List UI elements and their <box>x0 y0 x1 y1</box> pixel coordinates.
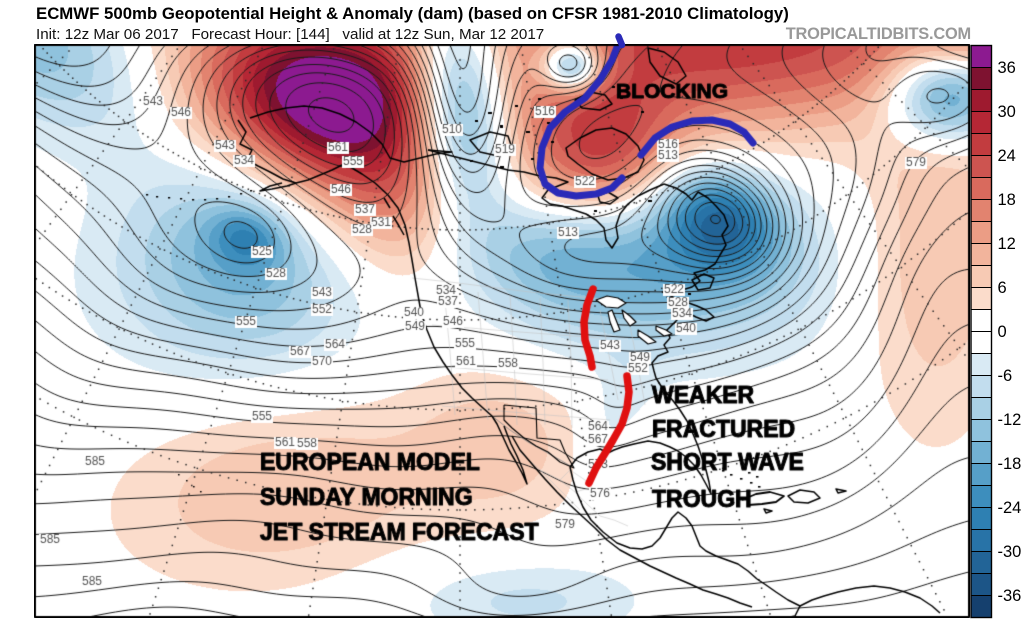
svg-text:0: 0 <box>998 323 1007 341</box>
svg-text:36: 36 <box>998 59 1016 77</box>
svg-text:-36: -36 <box>998 587 1022 605</box>
svg-text:30: 30 <box>998 103 1016 121</box>
svg-text:-12: -12 <box>998 411 1022 429</box>
svg-text:24: 24 <box>998 147 1016 165</box>
svg-text:-18: -18 <box>998 455 1022 473</box>
svg-text:-6: -6 <box>998 367 1013 385</box>
svg-text:6: 6 <box>998 279 1007 297</box>
svg-text:-30: -30 <box>998 543 1022 561</box>
svg-text:12: 12 <box>998 235 1016 253</box>
svg-text:-24: -24 <box>998 499 1022 517</box>
svg-text:18: 18 <box>998 191 1016 209</box>
